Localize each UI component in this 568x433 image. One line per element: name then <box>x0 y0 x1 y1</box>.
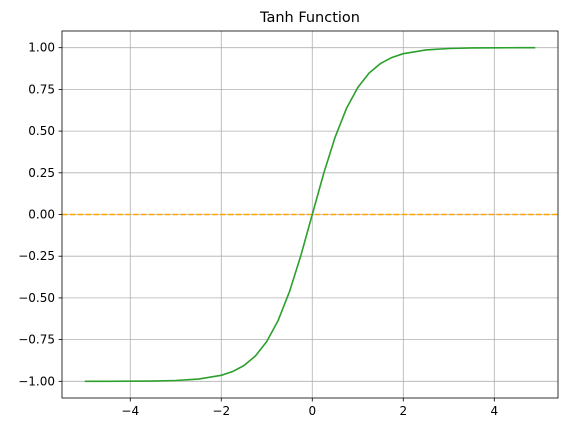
y-tick-label: 0.50 <box>28 124 55 138</box>
series-layer <box>84 46 536 383</box>
x-tick-label: 2 <box>399 404 407 418</box>
y-tick-label: −0.75 <box>18 333 55 347</box>
y-tick-label: 0.25 <box>28 166 55 180</box>
x-tick-label: 4 <box>490 404 498 418</box>
x-tick-label: −2 <box>212 404 230 418</box>
tanh-curve <box>84 46 536 383</box>
y-tick-label: 0.00 <box>28 208 55 222</box>
y-tick-label: −0.50 <box>18 291 55 305</box>
tick-layer: −4 −2 0 2 4 −1.00 −0.75 −0.50 −0.25 0.00 0.25 0.50 0… <box>18 41 498 418</box>
x-tick-label: 0 <box>308 404 316 418</box>
y-tick-label: 0.75 <box>28 82 55 96</box>
y-tick-label: −0.25 <box>18 249 55 263</box>
chart-title: Tanh Function <box>259 10 360 26</box>
y-tick-label: 1.00 <box>28 41 55 55</box>
x-tick-label: −4 <box>121 404 139 418</box>
y-tick-label: −1.00 <box>18 374 55 388</box>
